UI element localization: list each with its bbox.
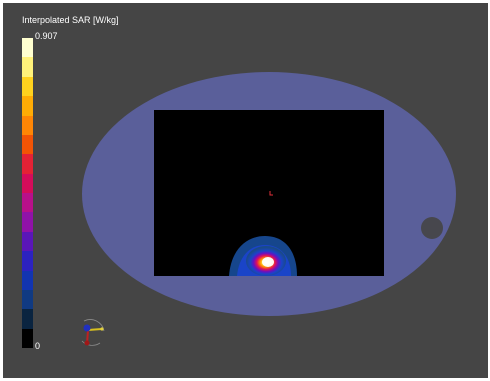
color-scale-segment [22,76,33,97]
sar-viewport[interactable]: Interpolated SAR [W/kg] 0.907 0 [3,3,488,378]
color-scale-segment [22,289,33,310]
sar-hotspot-core [262,257,274,267]
color-scale-segment [22,328,33,348]
color-scale-segment [22,134,33,155]
color-scale-segment [22,96,33,116]
color-scale-segment [22,38,33,58]
color-scale-segment [22,309,33,329]
phantom-marker-circle [421,217,443,239]
color-scale-segment [22,251,33,271]
color-scale-segment [22,154,33,174]
axes-orientation-icon[interactable] [78,315,108,351]
color-scale-segment [22,57,33,77]
legend-min-label: 0 [35,341,41,351]
color-scale-segment [22,212,33,232]
legend-max-label: 0.907 [35,31,58,41]
sar-scene[interactable] [3,3,488,378]
color-scale-segment [22,231,33,252]
color-scale-segment [22,193,33,213]
probe-crosshair-icon [269,191,273,196]
color-scale-bar [22,38,33,348]
color-scale-segment [22,173,33,193]
color-scale-segment [22,115,33,135]
color-scale-segment [22,270,33,290]
legend-title: Interpolated SAR [W/kg] [22,15,119,25]
